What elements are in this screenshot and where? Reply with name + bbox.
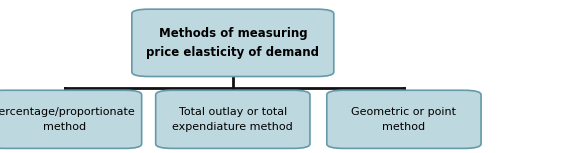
Text: Geometric or point
method: Geometric or point method: [351, 107, 457, 132]
FancyBboxPatch shape: [327, 90, 481, 148]
Text: Methods of measuring
price elasticity of demand: Methods of measuring price elasticity of…: [146, 27, 319, 59]
Text: Percentage/proportionate
method: Percentage/proportionate method: [0, 107, 136, 132]
FancyBboxPatch shape: [132, 9, 334, 76]
Text: Total outlay or total
expendiature method: Total outlay or total expendiature metho…: [172, 107, 293, 132]
FancyBboxPatch shape: [155, 90, 310, 148]
FancyBboxPatch shape: [0, 90, 142, 148]
